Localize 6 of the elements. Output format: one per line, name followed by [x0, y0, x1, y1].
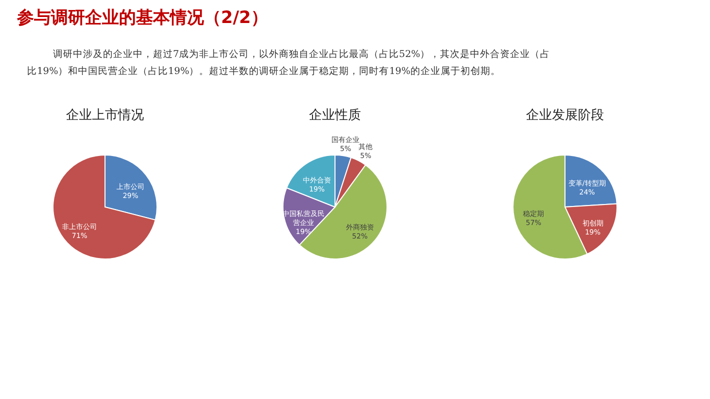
- chart-title: 企业上市情况: [66, 108, 144, 123]
- chart-title: 企业性质: [309, 108, 361, 123]
- chart-title: 企业发展阶段: [526, 108, 604, 123]
- text: 调研中涉及的企业中，超过7成为非上市公司，以外商独自企业占比最高（占比52%），其次是中外合资企业（占比19%）和中国民营企业（占比19%）。超过半数的调研企业属于稳定期，同时有19%的企业属于初创期。: [27, 48, 550, 77]
- text: 参与调研企业的基本情况（2/2）: [16, 8, 268, 28]
- pie-slice: [52, 154, 156, 260]
